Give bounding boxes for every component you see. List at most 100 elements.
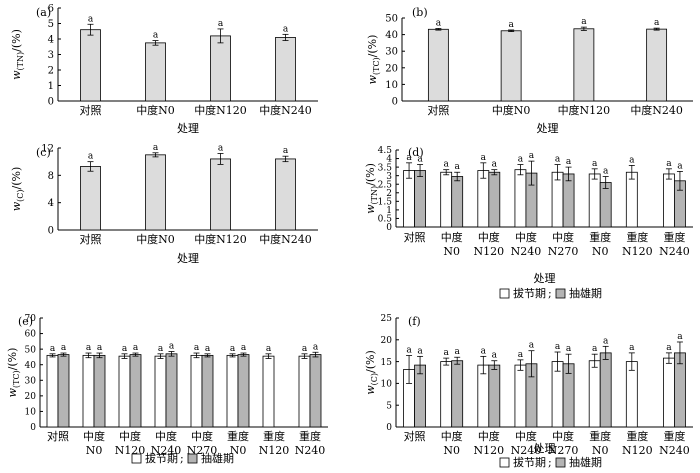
legend-swatch <box>555 288 566 299</box>
x-tick-label: 中度N0 <box>492 103 531 117</box>
bar <box>226 354 239 428</box>
significance-label: a <box>313 342 319 352</box>
y-tick-label: 5 <box>386 401 392 411</box>
y-axis-label: w(TC)/(%) <box>366 35 381 85</box>
x-tick-label: 重度 <box>626 230 648 244</box>
x-axis-label: 处理 <box>537 122 559 135</box>
y-tick-label: 10 <box>25 408 37 418</box>
bar <box>440 171 453 228</box>
x-tick-label: 中度 <box>478 429 500 443</box>
y-tick-label: 5 <box>48 19 54 30</box>
significance-label: a <box>97 343 103 353</box>
panel-label: (b) <box>412 6 428 19</box>
x-tick-label: 中度N120 <box>558 103 611 117</box>
bar <box>309 354 322 428</box>
panel-label: (f) <box>408 315 421 328</box>
panel-label: (e) <box>18 315 33 328</box>
y-tick-label: 20 <box>25 392 37 402</box>
y-tick-label: 4.5 <box>378 146 393 156</box>
y-tick-label: 3 <box>48 50 54 61</box>
x-tick-label: N120 <box>259 444 290 457</box>
x-tick-label: N240 <box>151 444 182 457</box>
chart-panel-b: 0 10 20 30 40 50 (b) w(TC)/(%) a 对照 a 中度N0 a 中度N120 a 中… <box>366 6 693 135</box>
significance-label: a <box>508 20 514 30</box>
significance-label: a <box>444 348 450 358</box>
y-tick-label: 1 <box>386 206 392 216</box>
legend-label: 抽雄期 <box>201 451 234 465</box>
y-tick-label: 0 <box>386 223 392 233</box>
y-tick-label: 1 <box>48 81 54 92</box>
significance-label: a <box>492 351 498 361</box>
bar <box>145 42 166 102</box>
significance-label: a <box>417 155 423 165</box>
y-tick-label: 3 <box>386 172 392 182</box>
legend-swatch <box>187 453 198 464</box>
x-axis-label: 处理 <box>177 252 199 265</box>
panel-label: (a) <box>36 6 51 19</box>
bar <box>562 173 575 228</box>
x-tick-label: 中度 <box>515 429 537 443</box>
legend-label: 拔节期 <box>513 286 546 300</box>
significance-label: a <box>555 155 561 165</box>
y-tick-label: 4 <box>48 35 54 46</box>
bar <box>514 169 527 228</box>
bar <box>80 166 101 231</box>
y-tick-label: 0.5 <box>378 215 393 225</box>
significance-label: a <box>50 344 56 354</box>
x-tick-label: 中度 <box>441 230 463 244</box>
x-tick-label: N0 <box>592 444 609 457</box>
y-tick-label: 8 <box>48 171 54 182</box>
significance-label: a <box>455 162 461 172</box>
bar <box>93 354 106 428</box>
significance-label: a <box>283 24 289 34</box>
significance-label: a <box>417 346 423 356</box>
legend: 拔节期; 抽雄期 <box>131 451 234 465</box>
significance-label: a <box>194 343 200 353</box>
y-axis-label: w(TN)/(%) <box>10 29 25 80</box>
x-tick-label: 重度 <box>299 429 321 443</box>
legend-swatch <box>555 457 566 468</box>
bar <box>625 361 638 428</box>
x-tick-label: 重度 <box>663 429 685 443</box>
significance-label: a <box>169 341 175 351</box>
significance-label: a <box>283 146 289 156</box>
x-tick-label: N120 <box>474 245 505 258</box>
bar <box>588 173 601 228</box>
x-tick-label: 中度 <box>155 429 177 443</box>
x-tick-label: 中度 <box>552 429 574 443</box>
significance-label: a <box>153 143 159 153</box>
legend-swatch <box>499 457 510 468</box>
x-tick-label: N0 <box>86 444 103 457</box>
legend-separator: ; <box>548 456 552 469</box>
y-tick-label: 0 <box>386 423 392 433</box>
legend-label: 抽雄期 <box>569 286 602 300</box>
significance-label: a <box>581 17 587 27</box>
x-tick-label: 对照 <box>404 230 426 244</box>
bar <box>477 170 490 228</box>
x-tick-label: 重度 <box>263 429 285 443</box>
bar <box>599 352 612 428</box>
x-tick-label: 中度N240 <box>259 103 312 117</box>
x-tick-label: 对照 <box>404 429 426 443</box>
x-tick-label: 中度N120 <box>194 232 247 246</box>
x-tick-label: 对照 <box>80 103 102 117</box>
x-axis-label: 处理 <box>534 442 556 455</box>
x-tick-label: N270 <box>548 444 579 457</box>
significance-label: a <box>603 167 609 177</box>
x-tick-label: N0 <box>230 444 247 457</box>
bar <box>237 354 250 428</box>
significance-label: a <box>677 161 683 171</box>
bar <box>190 354 203 428</box>
bar <box>514 364 527 428</box>
x-tick-label: 对照 <box>80 232 102 246</box>
x-tick-label: 中度 <box>552 230 574 244</box>
bar <box>275 37 296 102</box>
bar <box>210 35 231 102</box>
significance-label: a <box>266 344 272 354</box>
significance-label: a <box>529 151 535 161</box>
significance-label: a <box>158 344 164 354</box>
significance-label: a <box>592 159 598 169</box>
